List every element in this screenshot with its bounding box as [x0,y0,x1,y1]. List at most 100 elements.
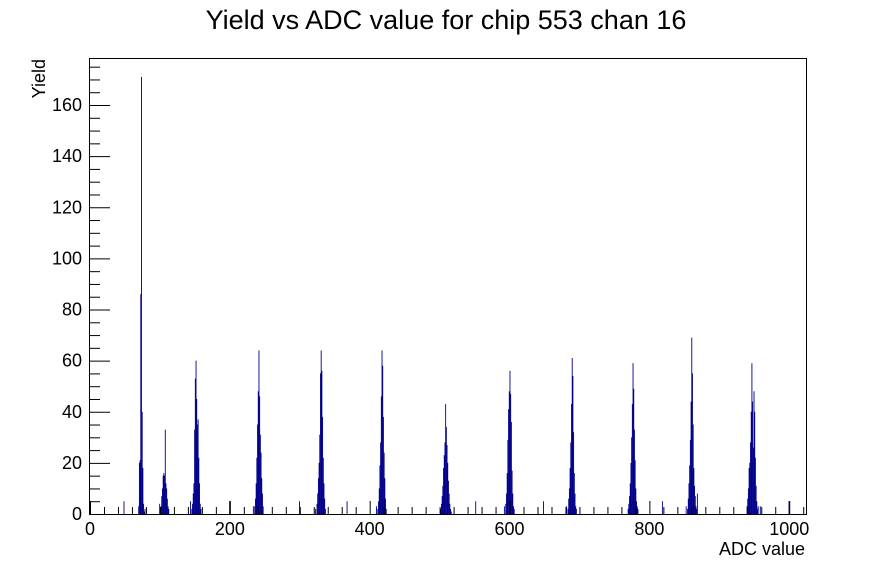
histogram-bar [162,488,163,514]
histogram-bar [694,485,696,514]
histogram-bar [448,480,449,514]
histogram-bar [144,508,146,514]
histogram-bar [757,506,759,514]
histogram-bar [375,506,377,514]
histogram-bar [197,419,199,514]
histogram-bar [446,444,448,514]
histogram-bar [143,511,145,514]
histogram-bar [443,455,445,514]
histogram-bar [755,485,757,514]
y-tick-label: 80 [62,300,82,320]
histogram-bar [200,508,202,514]
histogram-bar [751,363,753,514]
histogram-bar [189,501,191,514]
y-tick-label: 0 [72,504,82,524]
x-axis: 0 200 400 600 800 1000 [85,501,809,539]
histogram-bar [379,465,381,514]
histogram-bar [322,457,324,514]
histogram-bar [261,478,263,514]
histogram-bar [748,467,750,514]
histogram-bar [192,493,194,514]
histogram-bar [324,498,326,514]
x-tick-label: 0 [85,519,95,539]
histogram-bar [475,501,477,514]
histogram-bar [198,457,200,514]
histogram-bar [689,465,691,514]
histogram-bar [320,373,321,514]
histogram-bar [508,391,510,514]
histogram-bar [229,501,231,514]
histogram-bar [167,506,169,514]
histogram-bar [450,508,451,514]
histogram-bar [161,496,163,514]
y-tick-label: 100 [52,248,82,268]
histogram-bar [445,404,447,514]
histogram-bar [139,460,141,514]
histogram-bar [316,503,318,514]
histogram-bar [262,506,264,514]
histogram-bar [138,462,140,514]
x-tick-label: 400 [355,519,385,539]
histogram-bar [140,294,142,514]
histogram-bar [575,508,577,514]
histogram-bar [443,467,445,514]
histogram-bar [628,503,630,514]
histogram-bar [571,404,572,514]
histogram-bar [141,411,143,514]
histogram-bar [661,501,663,514]
histogram-bar [754,457,756,514]
histogram-bar [450,511,452,514]
histogram-bar [513,506,514,514]
histogram-bar [568,498,570,514]
histogram-bar [138,506,140,514]
histogram-bar [687,508,689,514]
histogram-bar [510,393,512,514]
histogram-bar [633,388,635,514]
histogram-bar [141,76,142,514]
histogram-bar [506,493,507,514]
histogram-bar [255,483,257,514]
histogram-bar [692,424,694,514]
histogram-bar [746,506,748,514]
y-tick-label: 120 [52,197,82,217]
histogram-bar [692,373,693,514]
histogram-bar [569,467,571,514]
histogram-bar [747,488,749,514]
histogram-bar [695,506,697,514]
histogram-bar [573,473,575,514]
histogram-bar [346,501,348,514]
histogram-bar [687,498,689,514]
histogram-bar [299,501,300,514]
histogram-bar [568,488,570,514]
histogram-bar [317,493,319,514]
y-axis-title: Yield [29,59,49,98]
histogram-bar [510,421,512,514]
histogram-bar [506,473,508,514]
histogram-bar [378,501,379,514]
histogram-bar [385,498,386,514]
histogram-bar [507,439,509,514]
y-tick-label: 160 [52,95,82,115]
histogram-bar [637,508,639,514]
plot-frame [89,58,807,515]
histogram-bar [444,442,446,514]
histogram-bar [322,416,324,514]
histogram-bar [694,496,696,514]
x-tick-label: 600 [495,519,525,539]
y-axis: 0 20 40 60 80 100 120 140 160 [52,66,110,524]
histogram-bar [688,483,690,514]
histogram-bar [511,470,513,514]
histogram-bar [508,409,510,514]
histogram-bar [165,483,167,514]
histogram-bar [747,498,749,514]
histogram-bar [693,467,695,514]
x-tick-label: 800 [634,519,664,539]
histogram-bar [259,434,261,514]
histogram-bar [575,506,577,514]
histogram-bar [382,416,384,514]
histogram-bar [567,508,569,514]
histogram-bar [324,508,326,514]
histogram-bar [164,429,166,514]
x-tick-label: 1000 [769,519,809,539]
histogram-bar [503,506,505,514]
